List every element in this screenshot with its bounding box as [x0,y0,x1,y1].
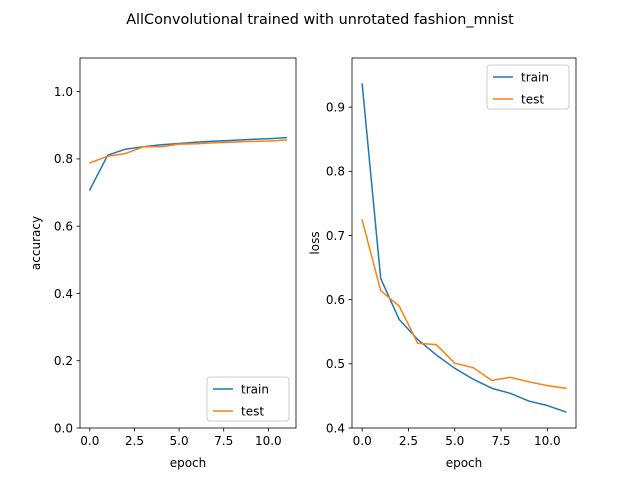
figure-suptitle: AllConvolutional trained with unrotated … [126,12,514,28]
accuracy-subplot: 0.0 2.5 5.0 7.5 10.0 0.0 0.2 0.4 0.6 0.8 1.0 epoch a… [29,57,297,470]
accuracy-legend-label-test: test [241,404,264,418]
loss-y-tick-label: 0.8 [326,165,345,179]
accuracy-x-tick-label: 7.5 [214,434,233,448]
loss-plot-area [352,58,576,428]
accuracy-y-axis-label: accuracy [29,216,43,270]
loss-x-tick-label: 10.0 [534,434,561,448]
loss-legend: train test [486,64,570,110]
loss-x-tick-label: 2.5 [399,434,418,448]
accuracy-x-axis-label: epoch [170,456,207,470]
accuracy-y-tick-label: 0.6 [54,219,73,233]
accuracy-y-tick-label: 0.2 [54,354,73,368]
accuracy-x-tick-label: 2.5 [125,434,144,448]
loss-y-tick-label: 0.4 [326,421,345,435]
loss-x-tick-label: 7.5 [491,434,510,448]
accuracy-x-tick-label: 0.0 [80,434,99,448]
loss-subplot: 0.0 2.5 5.0 7.5 10.0 0.4 0.5 0.6 0.7 0.8 0.9 epoch l… [308,57,577,470]
accuracy-y-tick-label: 0.4 [54,287,73,301]
accuracy-series-train [88,136,287,191]
loss-axes-frame [351,57,577,429]
accuracy-series-test [88,139,287,164]
accuracy-legend-box [206,376,290,422]
loss-legend-label-test: test [521,92,544,106]
loss-y-axis-label: loss [308,231,322,254]
accuracy-x-tick-label: 5.0 [170,434,189,448]
accuracy-legend-label-train: train [241,382,269,396]
loss-series-test [361,219,567,390]
loss-y-tick-label: 0.6 [326,293,345,307]
accuracy-plot-area [80,58,296,428]
loss-x-axis-label: epoch [446,456,483,470]
accuracy-x-tick-label: 10.0 [255,434,282,448]
loss-y-tick-label: 0.9 [326,100,345,114]
loss-x-tick-label: 5.0 [445,434,464,448]
loss-y-tick-label: 0.5 [326,357,345,371]
accuracy-y-tick-label: 0.0 [54,421,73,435]
loss-legend-label-train: train [521,70,549,84]
loss-series-train [361,83,567,413]
loss-x-tick-label: 0.0 [353,434,372,448]
loss-legend-box [486,64,570,110]
accuracy-y-tick-label: 0.8 [54,152,73,166]
accuracy-axes-frame [79,57,297,429]
accuracy-legend: train test [206,376,290,422]
loss-y-tick-label: 0.7 [326,229,345,243]
accuracy-y-tick-label: 1.0 [54,85,73,99]
